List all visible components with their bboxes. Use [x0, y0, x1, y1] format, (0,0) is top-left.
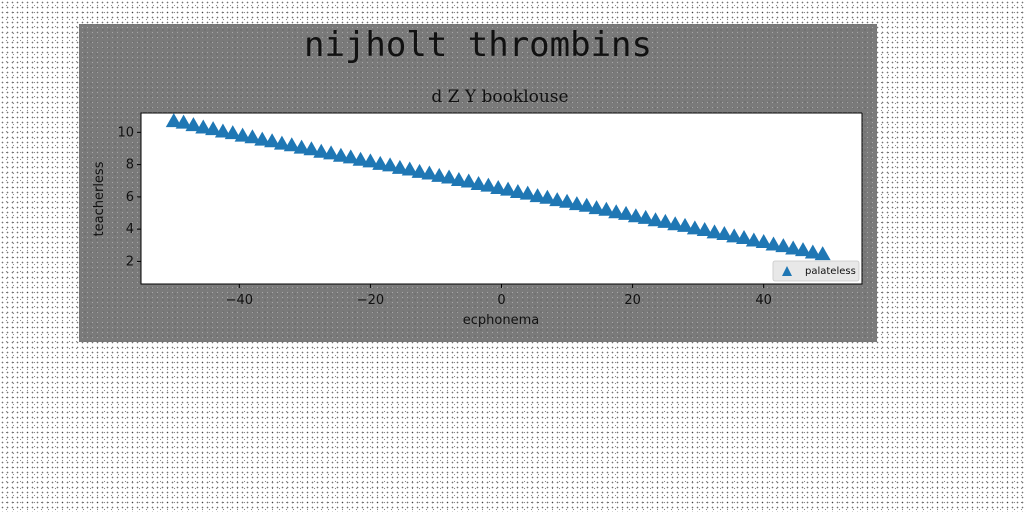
chart-subtitle: d Z Y booklouse [431, 87, 568, 107]
y-tick-label: 2 [126, 254, 134, 269]
y-tick-label: 6 [126, 190, 134, 205]
figure-panel: nijholt thrombins d Z Y booklouse −40 −20… [79, 24, 877, 342]
x-tick-label: 20 [624, 293, 641, 308]
x-tick-label: −20 [357, 293, 384, 308]
legend: palateless [773, 261, 859, 281]
x-axis-label: ecphonema [463, 313, 539, 328]
chart-title: nijholt thrombins [304, 25, 652, 65]
y-tick-label: 4 [126, 222, 134, 237]
y-axis-label: teacherless [92, 161, 107, 236]
x-tick-label: 40 [755, 293, 772, 308]
x-tick-label: 0 [497, 293, 505, 308]
x-tick-label: −40 [226, 293, 253, 308]
x-axis-ticks: −40 −20 0 20 40 [226, 284, 772, 308]
y-tick-label: 8 [126, 158, 134, 173]
y-tick-label: 10 [117, 125, 134, 140]
scatter-chart: nijholt thrombins d Z Y booklouse −40 −20… [79, 24, 877, 342]
y-axis-ticks: 2 4 6 8 10 [117, 125, 141, 269]
legend-label: palateless [805, 266, 856, 277]
